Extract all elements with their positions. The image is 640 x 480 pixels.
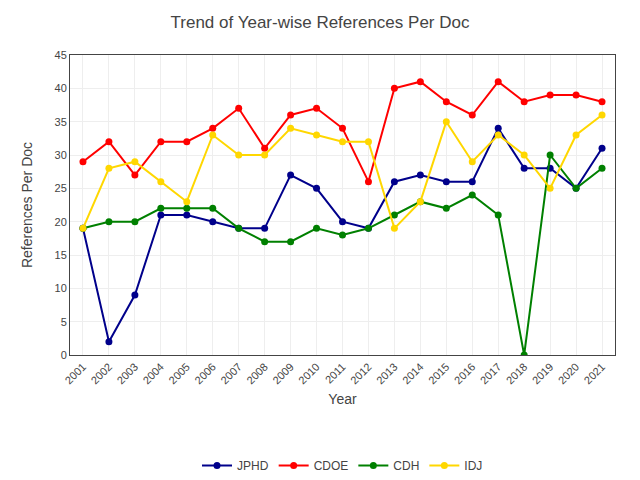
svg-text:2009: 2009 (270, 361, 296, 387)
svg-text:2007: 2007 (218, 361, 244, 387)
svg-text:2010: 2010 (296, 361, 322, 387)
svg-text:Year: Year (328, 391, 357, 407)
svg-text:2008: 2008 (244, 361, 270, 387)
svg-text:Trend of Year-wise References: Trend of Year-wise References Per Doc (171, 13, 470, 32)
svg-text:2016: 2016 (452, 361, 478, 387)
svg-text:40: 40 (55, 82, 67, 94)
svg-text:2017: 2017 (478, 361, 504, 387)
svg-text:45: 45 (55, 49, 67, 61)
svg-text:2001: 2001 (62, 361, 88, 387)
svg-text:20: 20 (55, 216, 67, 228)
svg-text:0: 0 (61, 349, 67, 361)
svg-text:JPHD: JPHD (237, 459, 269, 473)
svg-text:2005: 2005 (166, 361, 192, 387)
svg-text:2012: 2012 (348, 361, 374, 387)
svg-text:2014: 2014 (400, 361, 426, 387)
svg-text:2003: 2003 (114, 361, 140, 387)
svg-text:2002: 2002 (88, 361, 114, 387)
svg-text:30: 30 (55, 149, 67, 161)
svg-text:2006: 2006 (192, 361, 218, 387)
svg-text:2018: 2018 (504, 361, 530, 387)
svg-text:2013: 2013 (374, 361, 400, 387)
svg-text:2020: 2020 (556, 361, 582, 387)
svg-text:5: 5 (61, 316, 67, 328)
svg-text:CDH: CDH (393, 459, 419, 473)
svg-text:2015: 2015 (426, 361, 452, 387)
svg-text:CDOE: CDOE (314, 459, 349, 473)
svg-text:2019: 2019 (530, 361, 556, 387)
svg-text:2021: 2021 (582, 361, 608, 387)
svg-text:10: 10 (55, 282, 67, 294)
svg-text:2004: 2004 (140, 361, 166, 387)
svg-text:35: 35 (55, 116, 67, 128)
svg-text:15: 15 (55, 249, 67, 261)
svg-text:IDJ: IDJ (464, 459, 482, 473)
svg-text:2011: 2011 (323, 361, 348, 386)
svg-text:25: 25 (55, 182, 67, 194)
svg-text:References Per Doc: References Per Doc (19, 142, 35, 268)
